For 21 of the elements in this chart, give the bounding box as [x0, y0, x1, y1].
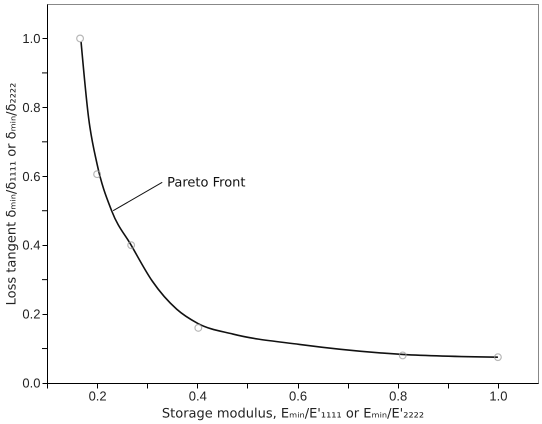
point: [494, 353, 502, 362]
y-tick-label: 0.8: [22, 100, 40, 115]
point: [127, 241, 136, 250]
point: [93, 170, 102, 178]
point: [194, 324, 202, 332]
point: [76, 34, 84, 42]
y-tick-label: 0.2: [22, 306, 40, 322]
point: [398, 351, 407, 360]
y-tick-label: 0.6: [22, 168, 40, 184]
x-tick-label: 0.6: [288, 388, 308, 404]
annotation: Pareto Front: [167, 175, 246, 190]
y-tick-label: 1.0: [22, 30, 40, 46]
y-tick-label: 0.4: [22, 238, 40, 253]
x-tick-label: 1.0: [489, 388, 508, 404]
x-tick-label: 0.2: [88, 388, 107, 404]
line-series: [80, 41, 499, 358]
y-tick-label: 0.0: [22, 376, 40, 390]
x-axis-title: Storage modulus, Eₘᵢₙ/E'₁₁₁₁ or Eₘᵢₙ/E'₂₂₂₂: [162, 406, 424, 422]
x-tick-label: 0.4: [188, 388, 207, 404]
x-tick-label: 0.8: [389, 388, 408, 404]
y-axis-title: Loss tangent δₘᵢₙ/δ₁₁₁₁ or δₘᵢₙ/δ₂₂₂₂: [4, 82, 20, 306]
